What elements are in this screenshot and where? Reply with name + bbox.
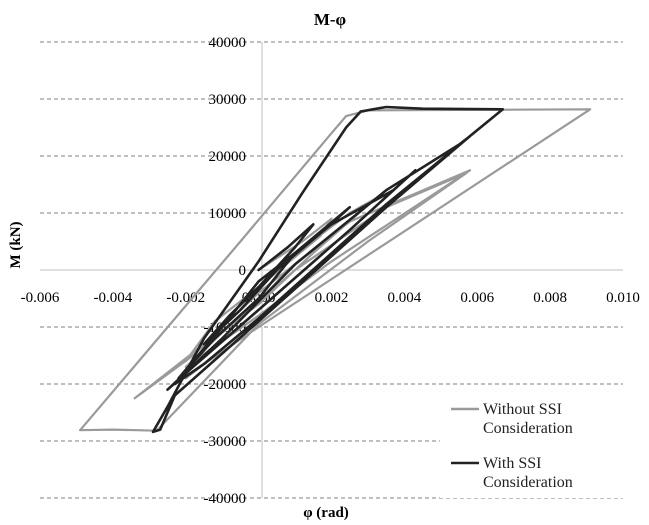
legend-with-ssi-line2: Consideration bbox=[483, 474, 573, 491]
y-tick-label: 30000 bbox=[209, 92, 247, 108]
x-tick-labels: -0.006 -0.004 -0.002 0.000 0.002 0.004 0.006 0.… bbox=[21, 290, 640, 306]
x-axis-title: φ (rad) bbox=[303, 505, 349, 521]
series-group bbox=[78, 105, 592, 434]
chart-title: M-φ bbox=[314, 10, 347, 29]
x-tick-label: -0.004 bbox=[94, 290, 133, 306]
y-tick-label: 40000 bbox=[209, 35, 247, 51]
y-axis-title: M (kN) bbox=[8, 221, 24, 268]
legend: Without SSI Consideration With SSI Consi… bbox=[440, 390, 630, 498]
x-tick-label: -0.006 bbox=[21, 290, 60, 306]
legend-with-ssi-line1: With SSI bbox=[483, 455, 541, 472]
y-tick-label: -30000 bbox=[204, 434, 247, 450]
legend-label-without-ssi: Without SSI Consideration bbox=[483, 401, 573, 437]
series-line-with-ssi bbox=[151, 105, 505, 434]
y-tick-label: -20000 bbox=[204, 377, 247, 393]
legend-without-ssi-line2: Consideration bbox=[483, 420, 573, 437]
y-tick-label: -40000 bbox=[204, 491, 247, 507]
x-tick-label: 0.010 bbox=[606, 290, 640, 306]
x-tick-label: 0.002 bbox=[315, 290, 349, 306]
y-tick-label: 10000 bbox=[209, 206, 247, 222]
x-tick-label: 0.006 bbox=[460, 290, 494, 306]
y-tick-label: 0 bbox=[239, 263, 247, 279]
x-tick-label: 0.008 bbox=[533, 290, 567, 306]
x-tick-label: 0.004 bbox=[388, 290, 422, 306]
x-tick-label: -0.002 bbox=[166, 290, 205, 306]
y-tick-labels: -40000-30000-20000-100000100002000030000… bbox=[204, 35, 247, 507]
y-tick-label: 20000 bbox=[209, 149, 247, 165]
legend-label-with-ssi: With SSI Consideration bbox=[483, 455, 573, 491]
legend-without-ssi-line1: Without SSI bbox=[483, 401, 562, 418]
